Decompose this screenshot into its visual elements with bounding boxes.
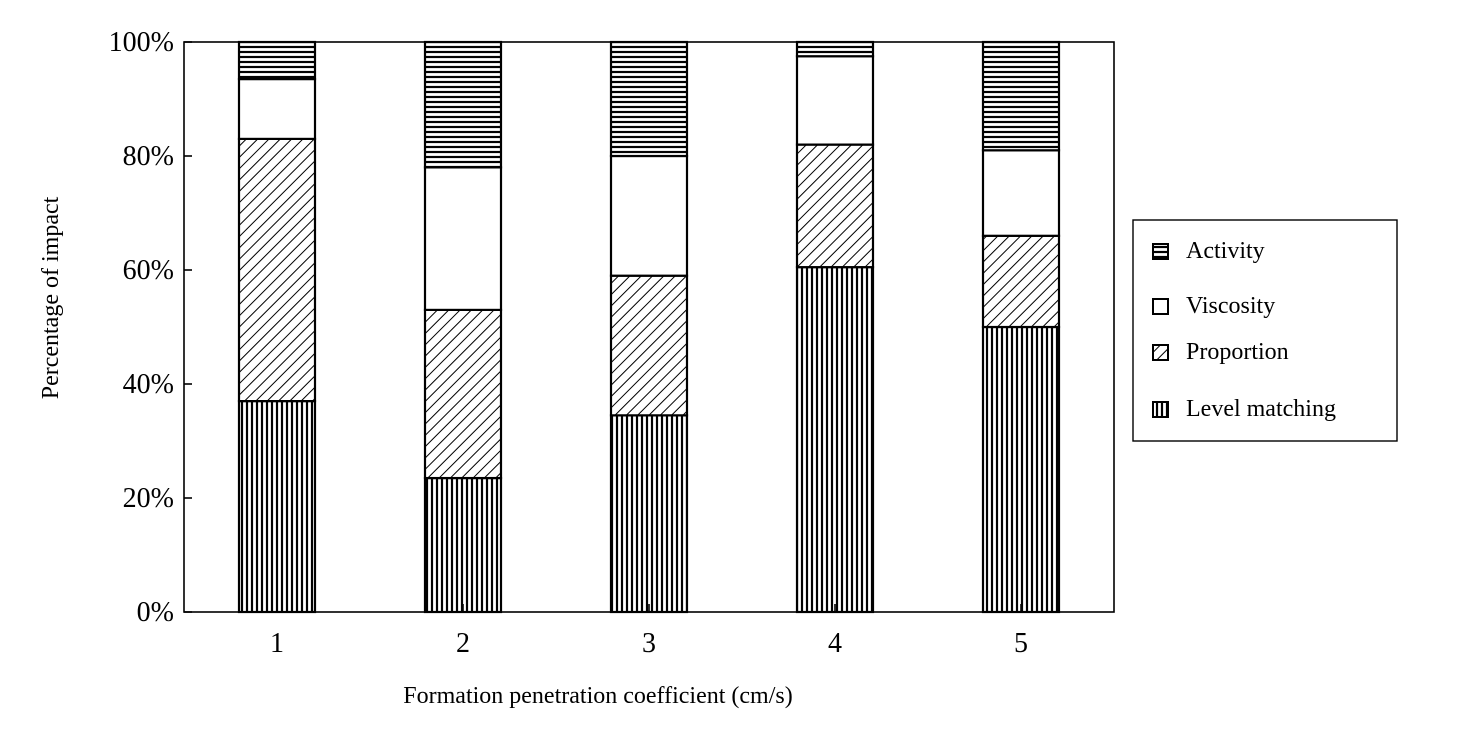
bar-proportion-4 bbox=[795, 143, 875, 269]
bar-proportion-5 bbox=[981, 234, 1061, 329]
bar-level-matching-2 bbox=[423, 476, 503, 614]
x-tick-label: 5 bbox=[1014, 628, 1028, 659]
y-tick-label: 60% bbox=[123, 255, 174, 286]
x-tick-label: 4 bbox=[828, 628, 842, 659]
bar-proportion-3 bbox=[609, 274, 689, 417]
bar-viscosity-4 bbox=[795, 55, 875, 146]
bar-activity-2 bbox=[423, 40, 503, 169]
legend-swatch-level-matching bbox=[1152, 401, 1169, 418]
bar-level-matching-4 bbox=[795, 266, 875, 614]
bar-level-matching-5 bbox=[981, 325, 1061, 614]
bar-viscosity-1 bbox=[237, 77, 317, 141]
legend-label-proportion: Proportion bbox=[1186, 339, 1289, 365]
legend-label-viscosity: Viscosity bbox=[1186, 293, 1275, 319]
bars-layer bbox=[237, 40, 1061, 614]
legend-swatch-activity bbox=[1152, 243, 1169, 260]
bar-proportion-2 bbox=[423, 308, 503, 480]
x-axis: 1 2 3 4 5 bbox=[270, 604, 1028, 659]
bar-activity-4 bbox=[795, 40, 875, 58]
bar-viscosity-2 bbox=[423, 166, 503, 311]
bar-activity-3 bbox=[609, 40, 689, 158]
legend-swatch-proportion bbox=[1152, 344, 1169, 361]
y-tick-label: 20% bbox=[123, 483, 174, 514]
legend-label-activity: Activity bbox=[1186, 238, 1265, 264]
bar-level-matching-3 bbox=[609, 414, 689, 614]
x-tick-label: 3 bbox=[642, 628, 656, 659]
y-tick-label: 0% bbox=[137, 597, 174, 628]
x-axis-title: Formation penetration coefficient (cm/s) bbox=[403, 683, 792, 709]
y-tick-label: 100% bbox=[109, 27, 174, 58]
bar-level-matching-1 bbox=[237, 400, 317, 614]
y-axis-title: Percentage of impact bbox=[38, 196, 64, 399]
legend-label-level-matching: Level matching bbox=[1186, 396, 1336, 422]
bar-activity-1 bbox=[237, 40, 317, 81]
x-tick-label: 1 bbox=[270, 628, 284, 659]
legend: Activity Viscosity Proportion Level matchin… bbox=[1132, 219, 1398, 442]
bar-activity-5 bbox=[981, 40, 1061, 152]
y-tick-label: 40% bbox=[123, 369, 174, 400]
y-tick-label: 80% bbox=[123, 141, 174, 172]
bar-viscosity-3 bbox=[609, 154, 689, 277]
legend-frame bbox=[1132, 219, 1398, 442]
y-axis: 0% 20% 40% 60% 80% 100% bbox=[109, 27, 192, 628]
legend-swatch-viscosity bbox=[1152, 298, 1169, 315]
bar-viscosity-5 bbox=[981, 149, 1061, 237]
x-tick-label: 2 bbox=[456, 628, 470, 659]
bar-proportion-1 bbox=[237, 137, 317, 403]
